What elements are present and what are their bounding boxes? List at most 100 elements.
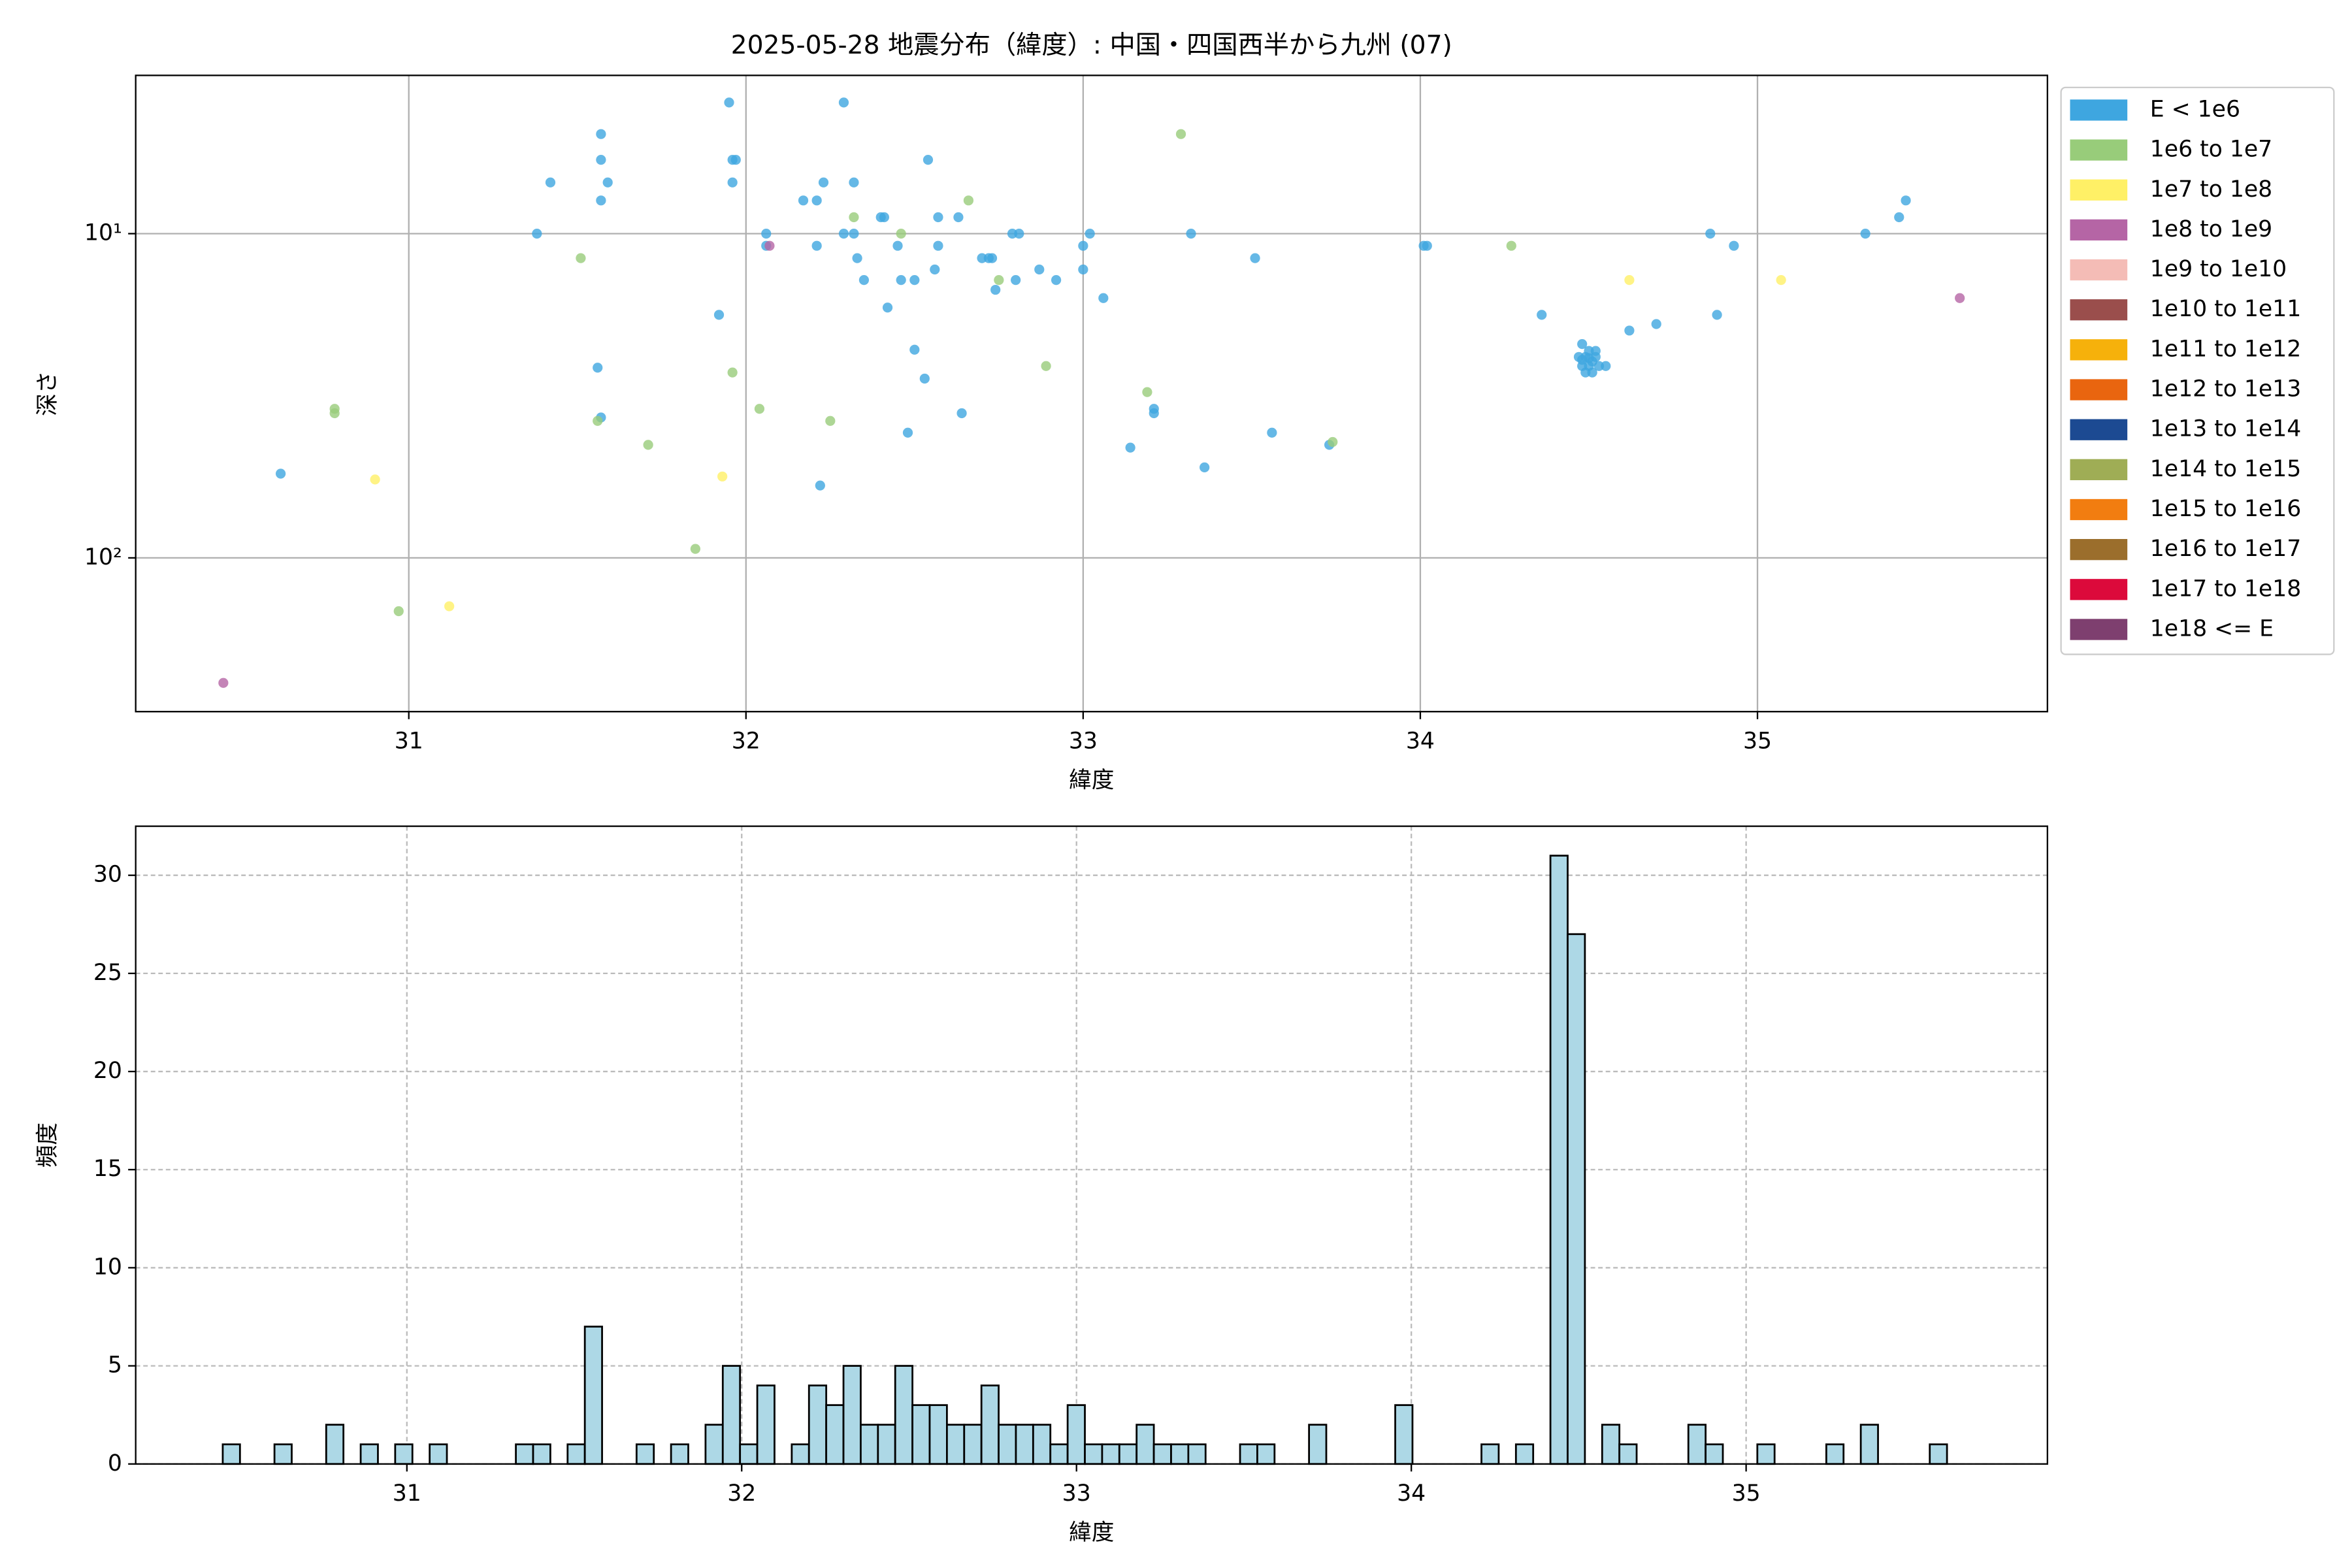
histogram-bar: [928, 1404, 948, 1465]
histogram-bar: [1601, 1424, 1621, 1465]
legend-label: 1e6 to 1e7: [2150, 137, 2272, 163]
histogram-bar: [1825, 1443, 1845, 1465]
histogram-bar: [842, 1365, 862, 1465]
x-tick-label: 35: [1732, 1480, 1761, 1507]
histogram-bar: [1308, 1424, 1328, 1465]
legend-label: 1e11 to 1e12: [2150, 336, 2301, 362]
y-tick-label: 10²: [84, 544, 122, 570]
point: [1776, 274, 1786, 286]
point: [1034, 264, 1045, 275]
point: [754, 404, 765, 414]
histogram-bar: [877, 1424, 896, 1465]
legend-swatch: [2070, 459, 2128, 480]
histogram-bar: [998, 1424, 1017, 1465]
point: [882, 302, 893, 313]
x-tick-label: 34: [1397, 1480, 1426, 1507]
legend-label: 1e14 to 1e15: [2150, 456, 2301, 482]
legend-label: 1e18 <= E: [2150, 615, 2274, 642]
point: [1587, 367, 1597, 378]
plot-frame: [135, 74, 2048, 713]
point: [1624, 274, 1635, 286]
legend-swatch: [2070, 99, 2128, 121]
point: [764, 240, 775, 251]
point: [1651, 319, 1661, 329]
y-tick-label: 30: [93, 862, 122, 888]
x-axis-label: 緯度: [1069, 767, 1114, 793]
legend-swatch: [2070, 379, 2128, 400]
point: [896, 229, 906, 239]
point: [370, 474, 380, 485]
histogram-bar: [1687, 1424, 1707, 1465]
histogram-bar: [1394, 1404, 1414, 1465]
point: [596, 155, 606, 165]
point: [963, 195, 974, 206]
point: [1098, 293, 1109, 303]
point: [576, 253, 586, 263]
histogram-bar: [1135, 1424, 1155, 1465]
histogram-bar: [325, 1424, 345, 1465]
histogram-bar: [911, 1404, 931, 1465]
point: [1085, 229, 1095, 239]
legend-swatch: [2070, 139, 2128, 161]
point: [545, 177, 556, 188]
histogram-bar: [1049, 1443, 1069, 1465]
plot-frame: [135, 825, 2048, 1465]
point: [1250, 253, 1260, 263]
point: [713, 310, 725, 320]
point: [811, 195, 822, 206]
point: [1078, 240, 1088, 251]
histogram-bar: [1152, 1443, 1172, 1465]
x-tick-label: 31: [395, 728, 423, 754]
histogram-bar: [1514, 1443, 1535, 1465]
point: [1328, 436, 1338, 448]
point: [811, 240, 822, 251]
histogram-bar: [739, 1443, 759, 1465]
legend-label: 1e7 to 1e8: [2150, 176, 2272, 203]
legend-swatch: [2070, 579, 2128, 600]
point: [393, 606, 404, 617]
histogram-bar: [1118, 1443, 1138, 1465]
point: [1142, 387, 1152, 397]
histogram-bar: [756, 1384, 776, 1465]
point: [825, 416, 836, 426]
point: [1175, 129, 1186, 139]
histogram-bar: [635, 1443, 655, 1465]
histogram-bar: [394, 1443, 414, 1465]
x-tick-label: 32: [727, 1480, 756, 1507]
histogram-bar: [515, 1443, 534, 1465]
point: [815, 480, 825, 491]
y-axis-label: 頻度: [35, 1122, 61, 1168]
point: [1601, 361, 1611, 371]
histogram-bar: [1170, 1443, 1190, 1465]
legend-swatch: [2070, 539, 2128, 561]
point: [1860, 229, 1870, 239]
point: [596, 129, 606, 139]
histogram-bar: [429, 1443, 448, 1465]
point: [1267, 427, 1277, 438]
histogram-bar: [1015, 1424, 1034, 1465]
point: [1537, 310, 1547, 320]
point: [838, 97, 849, 108]
point: [596, 195, 606, 206]
x-tick-label: 35: [1743, 728, 1772, 754]
legend-label: 1e9 to 1e10: [2150, 256, 2287, 282]
point: [1584, 353, 1594, 363]
point: [1422, 240, 1432, 251]
point: [956, 408, 967, 419]
histogram-bar: [860, 1424, 879, 1465]
y-tick-label: 0: [108, 1450, 122, 1477]
point: [1590, 346, 1601, 356]
point: [1506, 240, 1516, 251]
histogram-bar: [1705, 1443, 1724, 1465]
y-axis-label: 深さ: [35, 371, 61, 416]
point: [849, 229, 859, 239]
legend-swatch: [2070, 339, 2128, 361]
histogram-bar: [894, 1365, 913, 1465]
histogram-bar: [1066, 1404, 1086, 1465]
point: [275, 468, 286, 479]
point: [1014, 229, 1024, 239]
point: [1149, 408, 1159, 419]
point: [1712, 310, 1722, 320]
legend-label: 1e12 to 1e13: [2150, 376, 2301, 402]
